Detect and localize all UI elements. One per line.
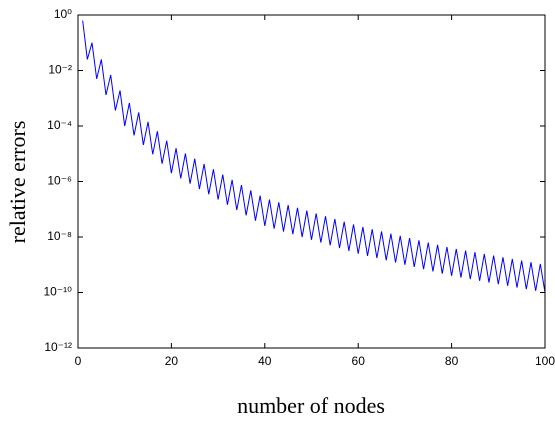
x-tick-label: 0 (75, 354, 82, 368)
y-tick-label: 10⁻⁴ (47, 118, 72, 132)
y-tick-label: 10⁻⁶ (47, 174, 72, 188)
x-tick-label: 60 (352, 354, 366, 368)
y-axis-label: relative errors (5, 121, 30, 244)
x-axis-label: number of nodes (237, 393, 385, 418)
data-line (82, 20, 546, 293)
y-tick-label: 10⁻¹⁰ (44, 285, 73, 299)
x-tick-label: 100 (535, 354, 555, 368)
y-tick-label: 10⁻¹² (44, 340, 72, 354)
y-tick-label: 10⁰ (54, 7, 72, 21)
x-tick-label: 20 (165, 354, 179, 368)
x-tick-label: 40 (258, 354, 272, 368)
y-tick-label: 10⁻⁸ (47, 229, 72, 243)
y-tick-label: 10⁻² (48, 63, 72, 77)
x-tick-label: 80 (445, 354, 459, 368)
plot-frame (77, 14, 546, 349)
